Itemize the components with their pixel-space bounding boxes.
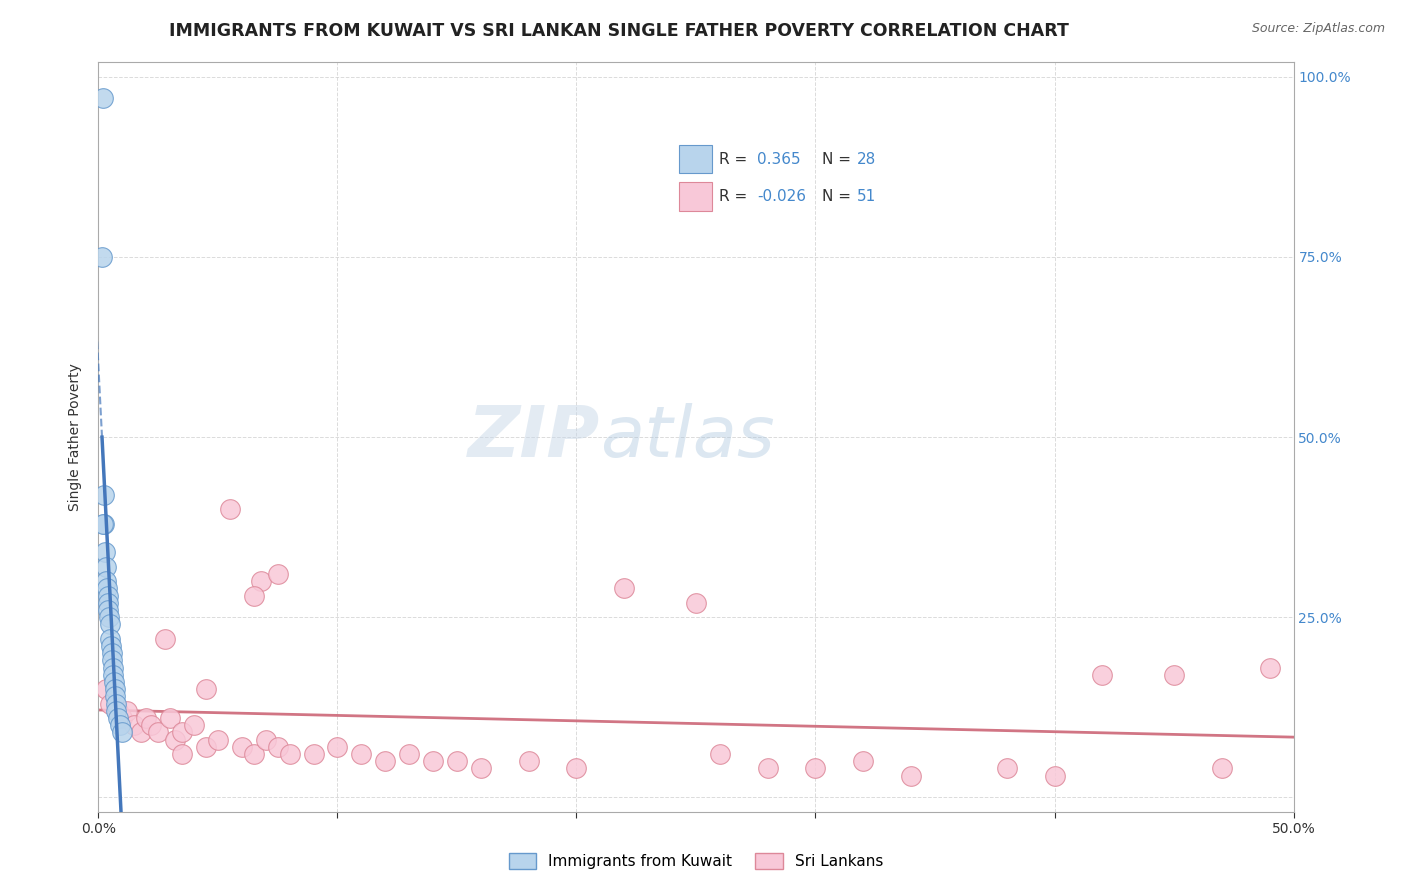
Point [91, 250, 114, 264]
Point [398, 747, 420, 761]
Point [94, 559, 117, 574]
Point [267, 739, 290, 754]
Point [183, 718, 205, 732]
Point [107, 711, 129, 725]
Point [517, 754, 540, 768]
Point [1258, 660, 1281, 674]
Text: Source: ZipAtlas.com: Source: ZipAtlas.com [1251, 22, 1385, 36]
Point [709, 747, 731, 761]
Y-axis label: Single Father Poverty: Single Father Poverty [69, 363, 83, 511]
Text: IMMIGRANTS FROM KUWAIT VS SRI LANKAN SINGLE FATHER POVERTY CORRELATION CHART: IMMIGRANTS FROM KUWAIT VS SRI LANKAN SIN… [169, 22, 1069, 40]
Text: atlas: atlas [600, 402, 775, 472]
Point [115, 704, 138, 718]
Point [139, 718, 162, 732]
Text: N =: N = [823, 152, 851, 167]
Point [446, 754, 468, 768]
Point [108, 718, 131, 732]
Point [374, 754, 396, 768]
Point [254, 732, 277, 747]
Point [91, 91, 114, 105]
Legend: Immigrants from Kuwait, Sri Lankans: Immigrants from Kuwait, Sri Lankans [502, 847, 890, 875]
Text: 28: 28 [858, 152, 876, 167]
Text: 51: 51 [858, 189, 876, 204]
Point [103, 675, 125, 690]
Point [243, 589, 266, 603]
Point [107, 704, 129, 718]
Point [91, 516, 114, 531]
Point [93, 488, 115, 502]
Point [104, 690, 127, 704]
Point [101, 660, 124, 674]
Point [148, 725, 170, 739]
Point [104, 697, 127, 711]
Point [1091, 668, 1114, 682]
Point [804, 762, 827, 776]
Point [278, 747, 301, 761]
Point [565, 762, 588, 776]
Point [685, 596, 707, 610]
Point [195, 682, 218, 697]
Point [172, 725, 194, 739]
Point [195, 739, 218, 754]
Point [135, 711, 157, 725]
Text: ZIP: ZIP [468, 402, 600, 472]
Bar [679, 145, 711, 173]
Text: 0.365: 0.365 [756, 152, 800, 167]
Point [96, 589, 118, 603]
Point [995, 762, 1018, 776]
Point [98, 632, 122, 646]
Point [243, 747, 266, 761]
Point [470, 762, 492, 776]
Point [98, 697, 122, 711]
Point [104, 682, 127, 697]
Point [163, 732, 186, 747]
Point [105, 704, 128, 718]
Point [172, 747, 194, 761]
Point [111, 725, 134, 739]
Text: -0.026: -0.026 [756, 189, 806, 204]
Point [155, 632, 177, 646]
Point [231, 739, 253, 754]
Point [94, 574, 117, 589]
Text: R =: R = [718, 189, 748, 204]
Point [900, 769, 922, 783]
Point [1043, 769, 1066, 783]
Point [98, 610, 121, 624]
Point [852, 754, 875, 768]
Point [1211, 762, 1233, 776]
Text: N =: N = [823, 189, 851, 204]
Point [267, 566, 290, 581]
Point [250, 574, 273, 589]
Point [94, 545, 117, 559]
Point [97, 596, 120, 610]
Point [111, 711, 134, 725]
Point [1163, 668, 1185, 682]
Point [613, 582, 636, 596]
Point [96, 582, 118, 596]
Point [97, 603, 120, 617]
Point [93, 516, 115, 531]
Point [159, 711, 181, 725]
Point [101, 653, 124, 667]
Point [131, 725, 153, 739]
Point [326, 739, 349, 754]
Point [422, 754, 444, 768]
Point [124, 718, 146, 732]
Point [302, 747, 325, 761]
Point [94, 682, 117, 697]
Point [103, 668, 125, 682]
Point [207, 732, 229, 747]
Bar [679, 182, 711, 211]
Point [756, 762, 779, 776]
Point [98, 617, 121, 632]
Point [100, 646, 122, 660]
Point [350, 747, 373, 761]
Point [100, 639, 122, 653]
Text: R =: R = [718, 152, 748, 167]
Point [219, 502, 242, 516]
